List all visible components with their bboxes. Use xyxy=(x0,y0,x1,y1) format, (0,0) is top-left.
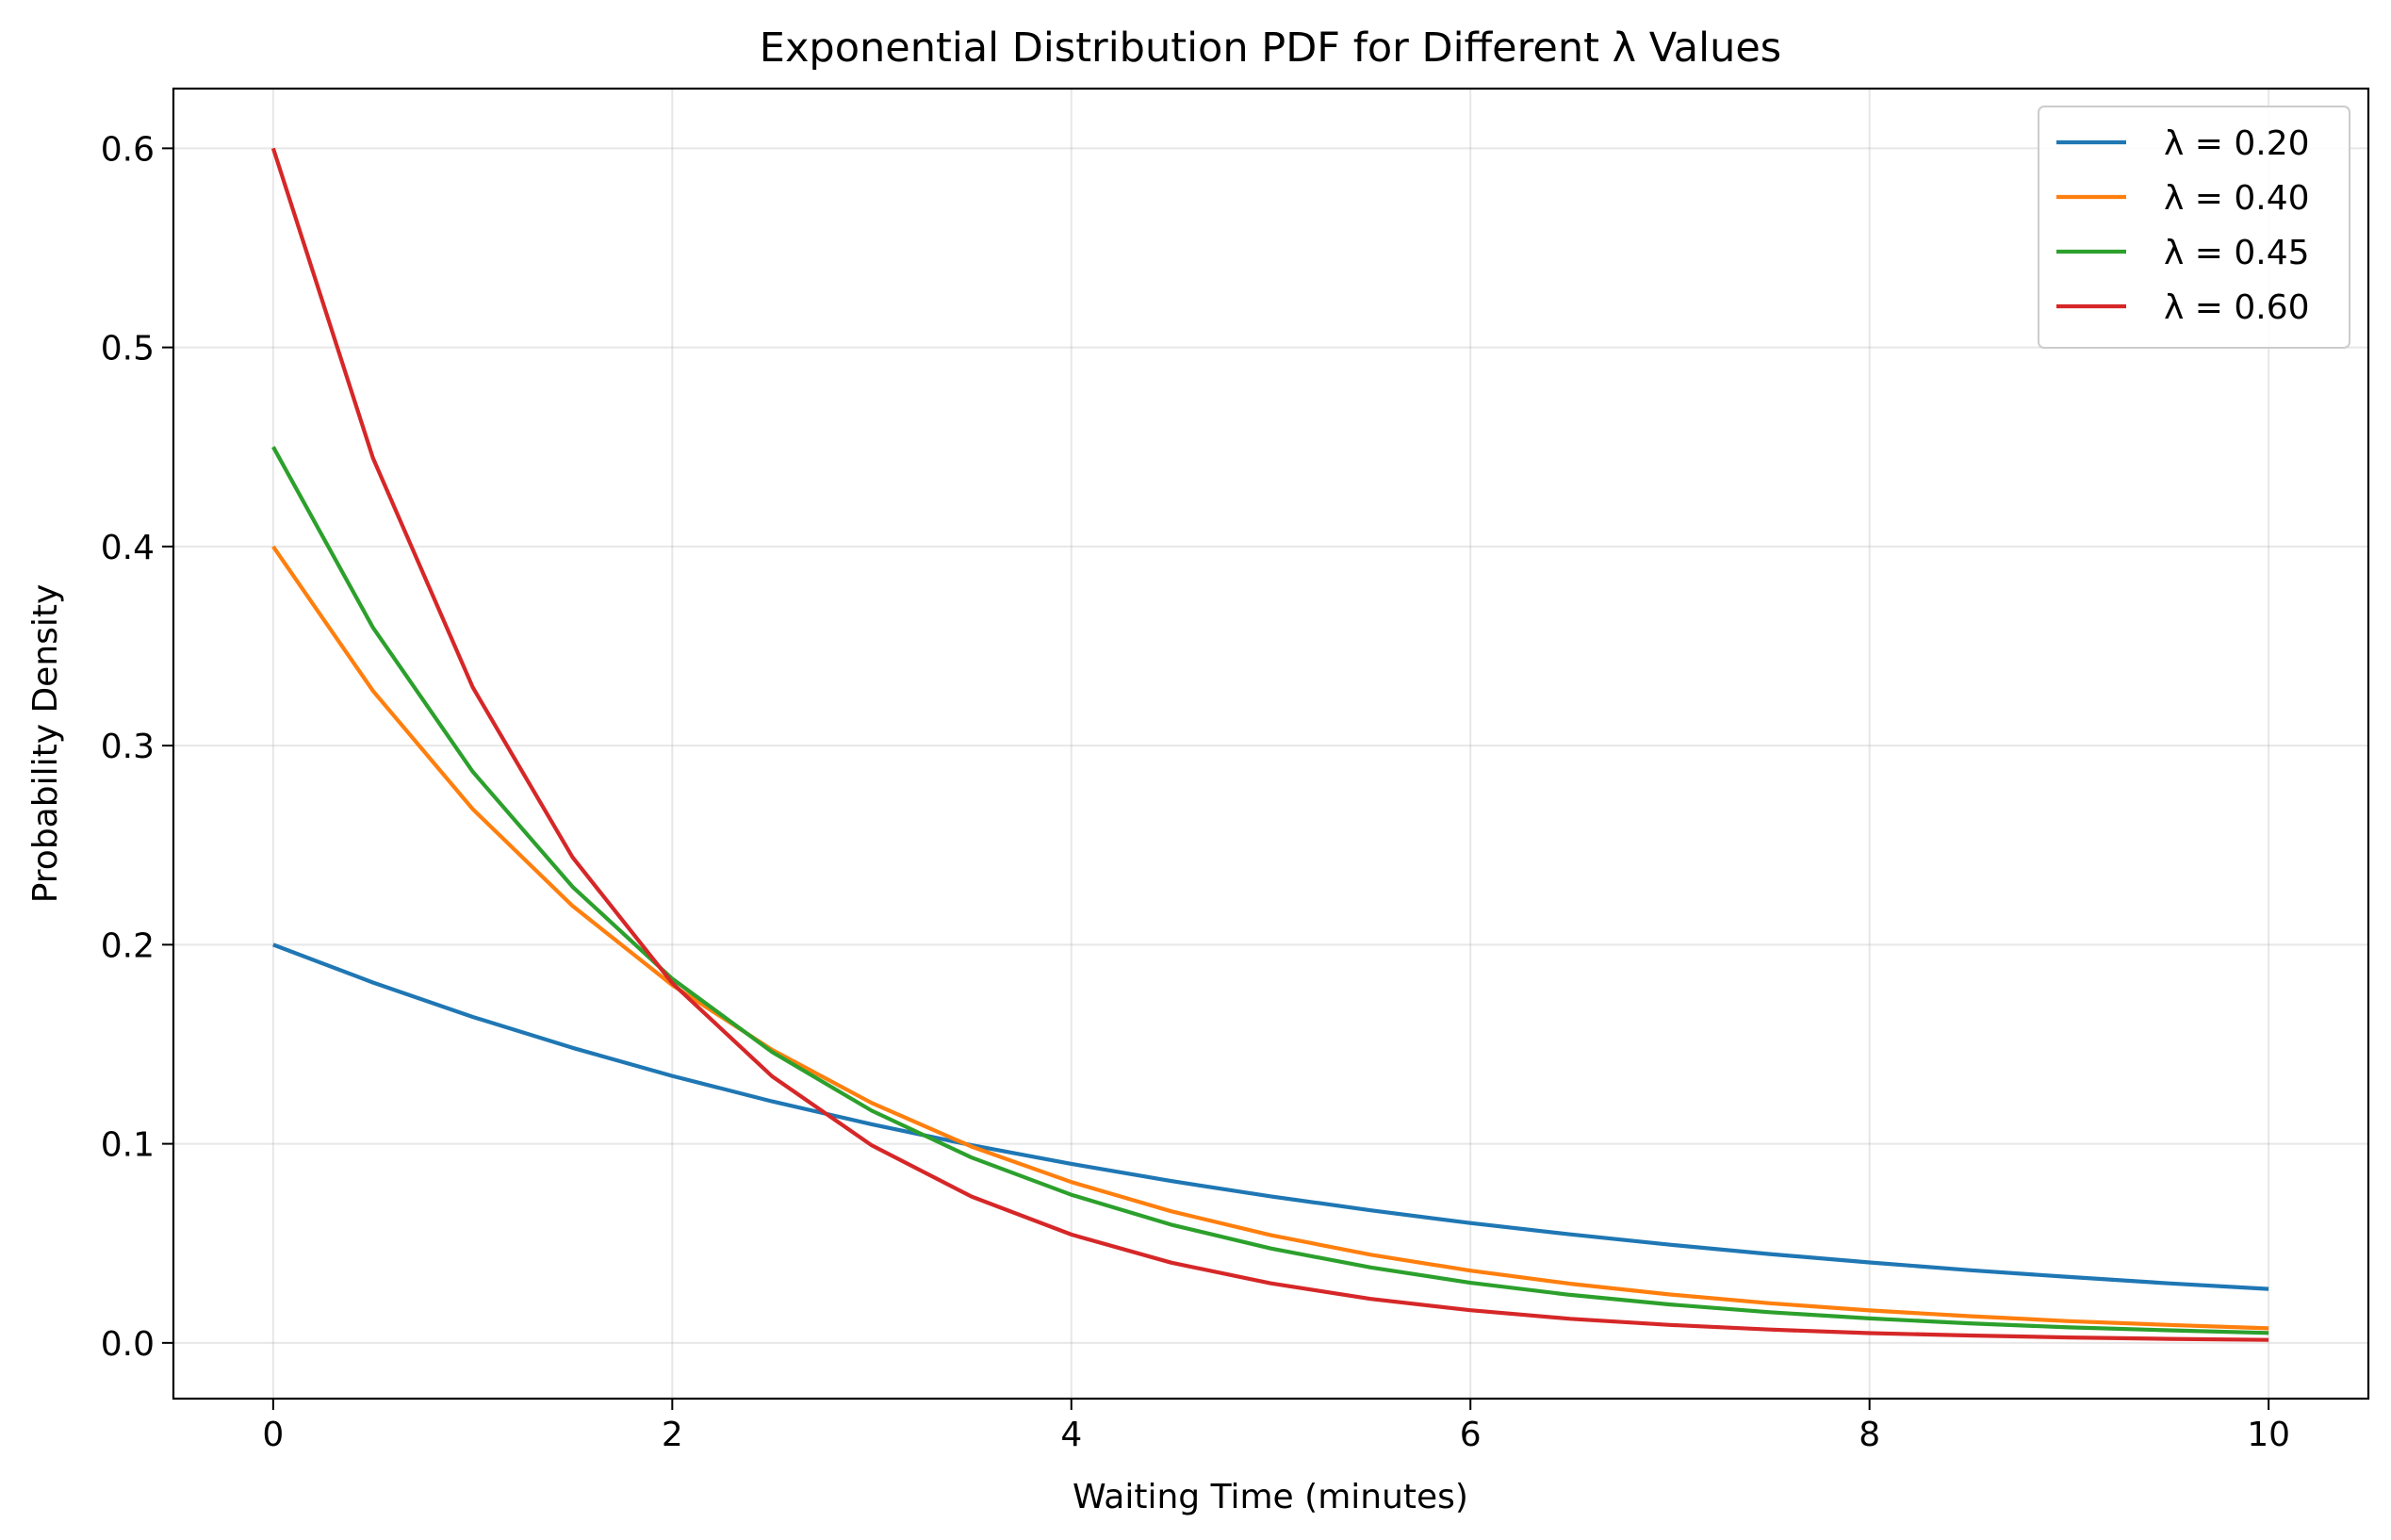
y-axis-label: Probability Density xyxy=(26,584,65,904)
legend-label: λ = 0.60 xyxy=(2164,288,2310,327)
x-tick-label: 0 xyxy=(262,1416,284,1454)
series-line-2 xyxy=(271,446,2269,1335)
y-tick-label: 0.3 xyxy=(101,728,155,766)
plot-area-frame xyxy=(172,87,2370,1401)
x-tick-label: 4 xyxy=(1060,1416,1082,1454)
legend: λ = 0.20 λ = 0.40 λ = 0.45 λ = 0.60 xyxy=(2038,106,2350,349)
y-tick-label: 0.2 xyxy=(101,926,155,965)
legend-label: λ = 0.20 xyxy=(2164,124,2310,163)
legend-entries: λ = 0.20 λ = 0.40 λ = 0.45 λ = 0.60 xyxy=(2056,124,2310,327)
legend-box xyxy=(2038,106,2350,349)
y-tick-label: 0.0 xyxy=(101,1325,155,1364)
y-tick-label: 0.4 xyxy=(101,529,155,567)
y-axis-ticks: 0.0 0.1 0.2 0.3 0.4 0.5 0.6 xyxy=(101,130,173,1364)
y-tick-label: 0.6 xyxy=(101,130,155,169)
series-line-3 xyxy=(270,147,2269,1342)
y-tick-label: 0.1 xyxy=(101,1126,155,1165)
legend-label: λ = 0.45 xyxy=(2164,234,2310,272)
x-tick-label: 2 xyxy=(662,1416,683,1454)
series-lines xyxy=(270,147,2269,1342)
x-axis-label: Waiting Time (minutes) xyxy=(1073,1478,1468,1516)
series-line-1 xyxy=(271,545,2269,1331)
x-tick-label: 6 xyxy=(1460,1416,1482,1454)
series-line-0 xyxy=(272,942,2269,1291)
y-tick-label: 0.5 xyxy=(101,330,155,369)
legend-label: λ = 0.40 xyxy=(2164,179,2310,218)
x-tick-label: 10 xyxy=(2247,1416,2290,1454)
x-axis-ticks: 0 2 4 6 8 10 xyxy=(262,1399,2290,1454)
chart-title: Exponential Distribution PDF for Differe… xyxy=(760,25,1781,72)
x-tick-label: 8 xyxy=(1859,1416,1880,1454)
